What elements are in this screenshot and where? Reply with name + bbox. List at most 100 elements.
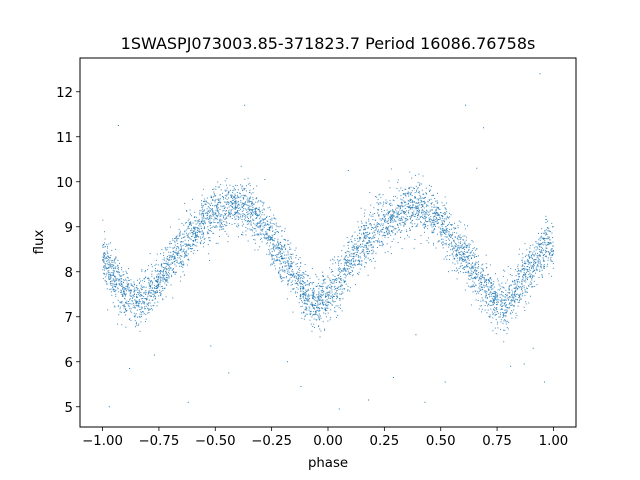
data-point — [305, 294, 307, 296]
data-point — [491, 284, 493, 286]
data-point — [475, 284, 477, 286]
data-point — [303, 299, 305, 301]
data-point — [452, 245, 454, 247]
data-point — [545, 232, 547, 234]
data-point — [482, 276, 484, 278]
data-point — [454, 222, 456, 224]
data-point — [133, 291, 135, 293]
data-point — [387, 211, 389, 213]
data-point — [446, 215, 448, 217]
data-point — [349, 272, 351, 274]
data-point — [270, 248, 272, 250]
data-point — [395, 220, 397, 222]
data-point — [227, 215, 229, 217]
data-point — [200, 243, 202, 245]
data-point — [449, 216, 451, 218]
data-point — [309, 277, 311, 279]
data-point — [551, 250, 553, 252]
data-point — [532, 275, 534, 277]
data-point — [220, 184, 222, 186]
data-point — [484, 290, 486, 292]
data-point — [385, 213, 387, 215]
data-point — [324, 296, 326, 298]
data-point — [107, 252, 109, 254]
data-point — [180, 249, 182, 251]
data-point — [202, 206, 204, 208]
data-point — [481, 283, 483, 285]
data-point — [255, 218, 257, 220]
data-point — [185, 252, 187, 254]
data-point — [168, 254, 170, 256]
data-point — [532, 266, 534, 268]
data-point — [250, 213, 252, 215]
data-point — [404, 223, 406, 225]
data-point — [330, 317, 332, 319]
data-point — [210, 230, 212, 232]
data-point — [169, 267, 171, 269]
data-point — [504, 304, 506, 306]
data-point — [393, 229, 395, 231]
data-point — [323, 280, 325, 282]
data-point — [104, 246, 106, 248]
data-point — [385, 226, 387, 228]
data-point — [237, 194, 239, 196]
data-point — [119, 283, 121, 285]
data-point — [224, 214, 226, 216]
data-point — [171, 276, 173, 278]
data-point — [359, 255, 361, 257]
data-point — [448, 234, 450, 236]
data-point — [450, 224, 452, 226]
data-point — [303, 292, 305, 294]
data-point — [333, 296, 335, 297]
data-point — [433, 220, 435, 222]
data-point — [199, 210, 201, 212]
data-point — [196, 238, 198, 240]
data-point — [536, 257, 538, 259]
data-point — [367, 242, 369, 244]
data-point — [201, 230, 203, 232]
data-point — [323, 279, 325, 281]
data-point — [246, 199, 248, 201]
data-point — [414, 213, 416, 215]
data-point — [340, 259, 342, 261]
data-point — [525, 254, 527, 256]
data-point — [313, 287, 315, 289]
data-point — [521, 260, 523, 262]
data-point — [190, 213, 191, 215]
data-point — [298, 274, 300, 276]
data-point — [334, 256, 336, 258]
data-point — [113, 272, 115, 274]
data-point — [281, 252, 283, 254]
data-point — [392, 232, 394, 234]
data-point — [178, 246, 180, 248]
data-point — [442, 247, 444, 249]
data-point — [378, 204, 380, 206]
data-point — [327, 294, 329, 296]
data-point — [215, 226, 217, 228]
data-point — [105, 266, 107, 268]
data-point — [411, 219, 413, 221]
data-point — [365, 247, 367, 249]
data-point — [487, 273, 489, 275]
data-point — [543, 266, 545, 268]
data-point — [154, 287, 156, 289]
data-point — [325, 296, 327, 298]
data-point — [463, 253, 465, 255]
data-point — [199, 241, 201, 243]
data-point — [258, 234, 260, 236]
data-point — [183, 236, 185, 238]
data-point — [334, 307, 336, 309]
data-point — [113, 305, 115, 307]
data-point — [445, 208, 447, 210]
data-point — [112, 260, 114, 262]
data-point — [141, 289, 143, 291]
data-point — [452, 262, 454, 264]
data-point — [439, 214, 441, 216]
data-point — [346, 262, 348, 264]
data-point — [116, 278, 118, 280]
data-point — [202, 213, 204, 215]
data-point — [524, 256, 526, 258]
data-point — [149, 284, 151, 286]
data-point — [307, 300, 309, 302]
data-point — [424, 223, 426, 225]
